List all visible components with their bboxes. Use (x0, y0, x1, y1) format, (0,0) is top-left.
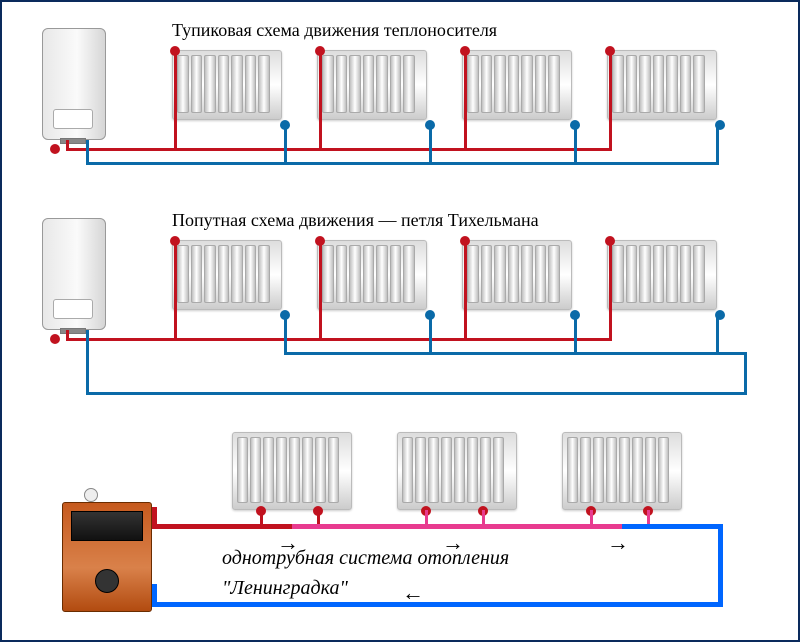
radiator (397, 432, 517, 510)
pipe-mix (590, 510, 593, 527)
pipe-return (284, 312, 287, 354)
pipe-supply (319, 52, 322, 148)
valve-red-icon (50, 144, 60, 154)
pipe-return (86, 140, 89, 164)
pipe-cold (622, 524, 722, 529)
pipe-supply (609, 52, 612, 148)
pipe-return (284, 122, 287, 164)
pipe-hot (260, 510, 263, 527)
pipe-mix (292, 524, 622, 529)
pipe-cold (152, 602, 723, 607)
pipe-cold (718, 524, 723, 606)
radiator (562, 432, 682, 510)
diagram-frame: Тупиковая схема движения теплоносителя П… (0, 0, 800, 642)
title-scheme3-line1: однотрубная система отопления (222, 547, 509, 570)
pipe-cold (152, 584, 157, 607)
pipe-return (86, 162, 719, 165)
pipe-return (716, 312, 719, 354)
pipe-supply (319, 242, 322, 338)
pipe-supply (464, 242, 467, 338)
pipe-supply (174, 242, 177, 338)
floor-boiler (62, 502, 152, 612)
wall-boiler-1 (42, 28, 106, 140)
pipe-supply (609, 242, 612, 338)
radiator (317, 50, 427, 120)
pipe-hot (152, 507, 157, 528)
radiator (462, 50, 572, 120)
gauge-icon (84, 488, 98, 502)
radiator (172, 50, 282, 120)
radiator (232, 432, 352, 510)
pipe-supply (464, 52, 467, 148)
pipe-return (86, 392, 747, 395)
pipe-supply (66, 148, 612, 151)
pipe-return (716, 122, 719, 164)
arrow-back-icon: ← (402, 580, 424, 606)
arrow-forward-icon: → (607, 530, 629, 556)
pipe-return (574, 122, 577, 164)
radiator (317, 240, 427, 310)
pipe-mix (482, 510, 485, 527)
pipe-return (429, 122, 432, 164)
valve-red-icon (50, 334, 60, 344)
pipe-return (284, 352, 747, 355)
wall-boiler-2 (42, 218, 106, 330)
radiator (462, 240, 572, 310)
pipe-return (429, 312, 432, 354)
pipe-return (86, 330, 89, 394)
pipe-return (574, 312, 577, 354)
radiator (607, 50, 717, 120)
title-scheme3-line2: "Ленинградка" (222, 577, 348, 600)
pipe-supply (66, 338, 612, 341)
pipe-supply (174, 52, 177, 148)
title-scheme1: Тупиковая схема движения теплоносителя (172, 20, 497, 41)
pipe-mix (425, 510, 428, 527)
title-scheme2: Попутная схема движения — петля Тихельма… (172, 210, 539, 231)
radiator (172, 240, 282, 310)
pipe-return (744, 352, 747, 394)
pipe-hot (152, 524, 292, 529)
radiator (607, 240, 717, 310)
